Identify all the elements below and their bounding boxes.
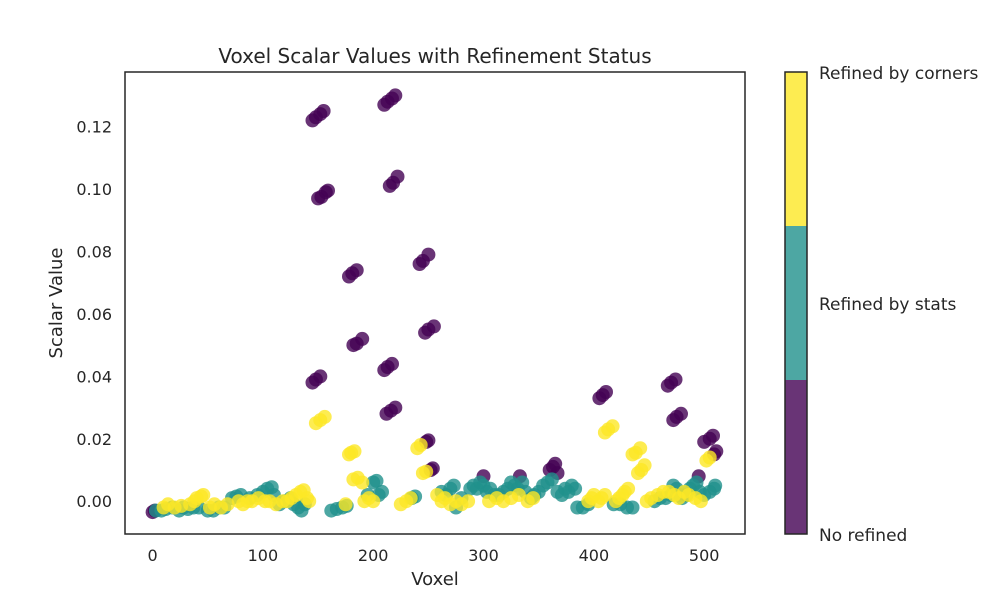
- colorbar-label-none: No refined: [819, 526, 907, 546]
- scatter-point: [461, 494, 476, 509]
- scatter-point: [385, 356, 399, 371]
- scatter-point: [708, 478, 723, 493]
- scatter-point: [446, 478, 461, 493]
- scatter-point: [621, 481, 636, 496]
- scatter-point: [637, 458, 652, 473]
- scatter-point: [388, 400, 403, 415]
- y-axis-label: Scalar Value: [46, 248, 67, 359]
- y-tick-label: 0.08: [76, 243, 112, 262]
- scatter-point: [196, 488, 211, 502]
- scatter-point: [413, 438, 428, 452]
- colorbar: Refined by corners Refined by stats No r…: [784, 64, 979, 546]
- scatter-point: [419, 464, 434, 479]
- scatter-point: [349, 263, 364, 278]
- y-tick-label: 0.06: [76, 305, 112, 324]
- scatter-point: [421, 247, 436, 262]
- scatter-point: [597, 488, 612, 502]
- x-axis-label: Voxel: [411, 569, 459, 590]
- scatter-point: [366, 494, 381, 509]
- scatter-point: [426, 319, 441, 334]
- y-tick-label: 0.12: [76, 118, 112, 137]
- scatter-point: [347, 444, 362, 459]
- scatter-point: [313, 369, 328, 384]
- y-tick-label: 0.10: [76, 180, 112, 199]
- scatter-point: [605, 419, 620, 434]
- y-tick-label: 0.04: [76, 367, 112, 386]
- colorbar-segment-corners: [785, 72, 807, 226]
- scatter-point: [526, 491, 541, 506]
- scatter-point: [355, 331, 370, 346]
- scatter-point: [674, 406, 688, 421]
- scatter-point: [355, 475, 370, 490]
- y-tick-label: 0.00: [76, 492, 112, 511]
- colorbar-label-corners: Refined by corners: [819, 64, 979, 84]
- scatter-point: [375, 484, 389, 499]
- y-tick-label: 0.02: [76, 430, 112, 449]
- chart-title: Voxel Scalar Values with Refinement Stat…: [218, 44, 651, 68]
- colorbar-segment-stats: [785, 226, 807, 380]
- colorbar-frame: [784, 71, 808, 535]
- scatter-point: [317, 409, 332, 424]
- scatter-point: [316, 104, 331, 118]
- scatter-point: [668, 372, 683, 387]
- scatter-point: [625, 500, 640, 515]
- plot-frame: [124, 71, 746, 535]
- x-tick-label: 0: [148, 546, 158, 565]
- y-axis-ticks: 0.00 0.02 0.04 0.06 0.08 0.10 0.12: [76, 118, 112, 512]
- x-tick-label: 200: [358, 546, 389, 565]
- x-tick-label: 400: [579, 546, 610, 565]
- scatter-point: [693, 494, 708, 509]
- x-axis-ticks: 0 100 200 300 400 500: [148, 546, 720, 565]
- scatter-point: [388, 88, 403, 103]
- colorbar-label-stats: Refined by stats: [819, 295, 957, 315]
- scatter-point: [568, 481, 583, 496]
- scatter-point: [369, 473, 384, 488]
- scatter-point: [338, 497, 353, 512]
- scatter-points: [145, 88, 724, 520]
- x-tick-label: 100: [248, 546, 279, 565]
- scatter-point: [599, 385, 613, 399]
- scatter-point: [403, 491, 418, 506]
- scatter-point: [706, 428, 720, 443]
- colorbar-segment-none: [785, 380, 807, 534]
- x-tick-label: 500: [689, 546, 720, 565]
- x-tick-label: 300: [468, 546, 499, 565]
- scatter-point: [321, 183, 335, 198]
- scatter-point: [633, 441, 648, 456]
- scatter-point: [544, 472, 559, 487]
- scatter-point: [702, 450, 717, 465]
- scatter-point: [390, 169, 405, 184]
- scatter-point: [220, 497, 235, 512]
- scatter-point: [302, 494, 317, 509]
